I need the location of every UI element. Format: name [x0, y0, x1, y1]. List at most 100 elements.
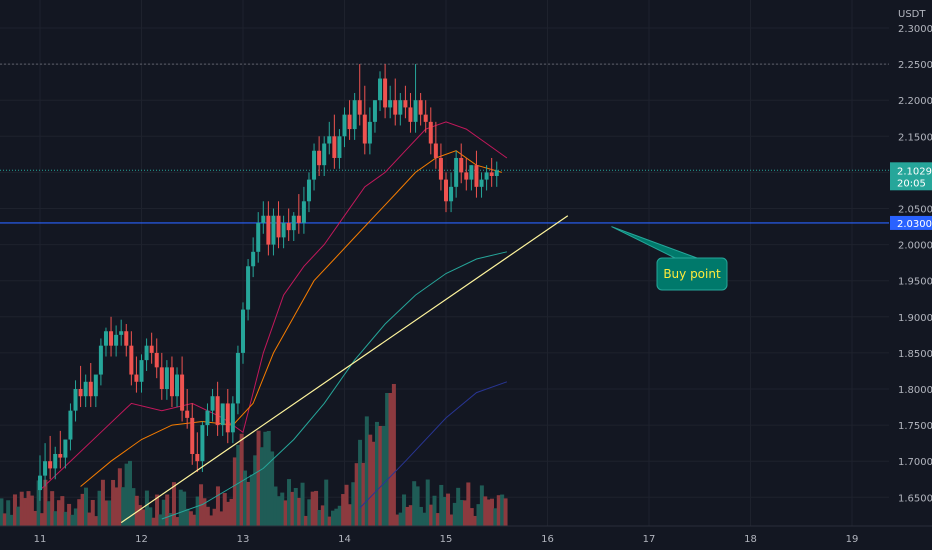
volume-bar: [70, 514, 75, 526]
x-tick-label: 11: [34, 534, 47, 545]
candle-body: [393, 100, 398, 115]
trendline[interactable]: [120, 215, 569, 524]
price-axis[interactable]: USDT2.30002.25002.20002.15002.10002.0500…: [889, 0, 932, 550]
candle-body: [342, 114, 347, 137]
x-tick-label: 15: [440, 534, 453, 545]
grid-lines: [0, 0, 889, 526]
volume-bar: [408, 505, 413, 526]
volume-bar: [476, 504, 481, 526]
candle-body: [484, 172, 489, 180]
volume-bar: [266, 430, 271, 526]
candlesticks: [38, 64, 499, 501]
volume-bar: [239, 433, 244, 526]
candle-body: [78, 389, 83, 397]
candle-body: [256, 222, 261, 252]
volume-bar: [364, 416, 369, 526]
candle-body: [88, 381, 93, 397]
countdown-label: 20:05: [897, 178, 926, 189]
y-tick-label: 2.2500: [898, 60, 932, 71]
candle-body: [235, 352, 240, 404]
x-tick-label: 17: [643, 534, 656, 545]
candle-body: [317, 150, 322, 166]
volume-bar: [131, 488, 136, 526]
candle-body: [134, 374, 139, 382]
volume-bar: [26, 491, 31, 526]
volume-bar: [124, 463, 129, 526]
volume-bar: [300, 482, 305, 526]
volume-bar: [452, 502, 457, 526]
candle-body: [205, 410, 210, 426]
candle-body: [119, 331, 124, 335]
y-tick-label: 1.6500: [898, 493, 932, 504]
volume-bar: [435, 513, 440, 526]
volume-bar: [33, 510, 38, 526]
time-axis[interactable]: 11 12 13 14 15 16 17 18 19: [0, 525, 932, 550]
candle-body: [83, 381, 88, 397]
candle-body: [63, 439, 68, 458]
volume-bar: [0, 498, 4, 526]
candle-body: [306, 179, 311, 202]
volume-bar: [63, 511, 68, 526]
candle-body: [286, 222, 291, 231]
volume-bar: [432, 495, 437, 526]
last-price-label: 2.1029: [897, 166, 932, 177]
candle-body: [169, 367, 174, 397]
candle-body: [352, 100, 357, 130]
last-price-tag: [890, 162, 932, 191]
candle-body: [479, 179, 484, 187]
volume-bar: [43, 479, 48, 526]
candle-body: [93, 374, 98, 397]
volume-bar: [493, 508, 498, 526]
candle-body: [327, 136, 332, 144]
volume-bar: [114, 487, 119, 526]
candle-body: [149, 345, 154, 353]
candle-body: [164, 367, 169, 389]
volume-bar: [141, 509, 146, 526]
volume-bar: [490, 498, 495, 526]
volume-bar: [158, 514, 163, 526]
volume-bar: [358, 439, 363, 526]
volume-bar: [138, 505, 143, 526]
candle-body: [190, 417, 195, 454]
volume-bar: [442, 496, 447, 526]
candle-body: [73, 389, 78, 411]
volume-bar: [486, 499, 491, 526]
candle-body: [58, 453, 63, 458]
candle-body: [332, 136, 337, 158]
x-tick-label: 18: [744, 534, 757, 545]
y-tick-label: 1.9000: [898, 313, 932, 324]
volume-bar: [236, 444, 241, 526]
volume-bar: [212, 508, 217, 526]
volume-bar: [439, 484, 444, 526]
buy-point-callout[interactable]: Buy point: [611, 226, 728, 291]
x-tick-label: 13: [237, 534, 250, 545]
candle-body: [230, 403, 235, 433]
y-tick-label: 2.3000: [898, 24, 932, 35]
volume-bar: [29, 495, 34, 526]
candle-body: [43, 461, 48, 476]
volume-bar: [97, 490, 102, 526]
volume-bar: [178, 489, 183, 526]
volume-bar: [337, 505, 342, 526]
candle-body: [388, 100, 393, 108]
volume-bar: [219, 511, 224, 526]
moving-average-line: [161, 251, 508, 520]
volume-bar: [496, 495, 501, 526]
volume-bar: [320, 505, 325, 526]
volume-bar: [175, 517, 180, 526]
volume-bar: [317, 509, 322, 526]
volume-bar: [290, 491, 295, 526]
volume-bar: [415, 486, 420, 526]
candle-body: [438, 157, 443, 180]
candle-body: [433, 143, 438, 158]
volume-bar: [6, 500, 11, 526]
candle-body: [428, 121, 433, 144]
candle-body: [418, 100, 423, 115]
volume-bar: [368, 434, 373, 526]
candle-body: [154, 352, 159, 368]
candle-body: [200, 425, 205, 462]
volume-bar: [361, 462, 366, 526]
price-levels: [0, 63, 889, 224]
volume-bar: [84, 487, 89, 526]
